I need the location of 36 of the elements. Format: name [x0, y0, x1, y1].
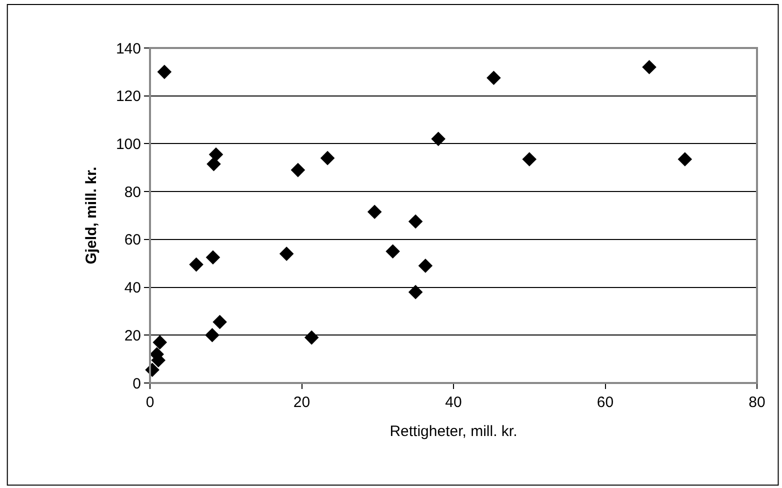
point	[212, 314, 227, 330]
y-tick-label: 100	[116, 136, 141, 153]
point	[304, 330, 319, 345]
point	[431, 132, 446, 146]
y-tick-label: 120	[116, 88, 141, 106]
y-tick-label: 0	[132, 375, 141, 392]
point	[208, 147, 224, 162]
point	[279, 246, 294, 261]
x-tick-label: 40	[445, 394, 462, 411]
point	[290, 162, 306, 178]
point	[367, 204, 382, 220]
point	[418, 258, 433, 273]
point	[522, 152, 537, 166]
y-tick-label: 140	[116, 40, 141, 58]
point	[386, 244, 400, 259]
y-tick-label: 80	[124, 184, 141, 201]
y-tick-label: 20	[124, 327, 141, 344]
point	[408, 284, 423, 300]
x-axis-title: Rettigheter, mill. kr.	[390, 423, 518, 440]
x-tick-label: 60	[596, 394, 614, 411]
x-tick-label: 20	[293, 394, 310, 411]
point	[678, 152, 692, 166]
y-tick-label: 40	[124, 280, 141, 297]
point	[486, 70, 501, 86]
point	[408, 214, 423, 229]
point	[157, 64, 172, 80]
point	[205, 328, 220, 342]
x-tick-label: 80	[748, 394, 766, 411]
y-tick-label: 60	[124, 232, 141, 249]
point	[320, 150, 335, 166]
y-axis-title: Gjeld, mill. kr.	[83, 166, 100, 264]
point	[642, 60, 656, 74]
x-tick-label: 0	[146, 394, 154, 411]
point	[152, 335, 168, 350]
point	[189, 257, 204, 272]
point	[206, 250, 220, 265]
